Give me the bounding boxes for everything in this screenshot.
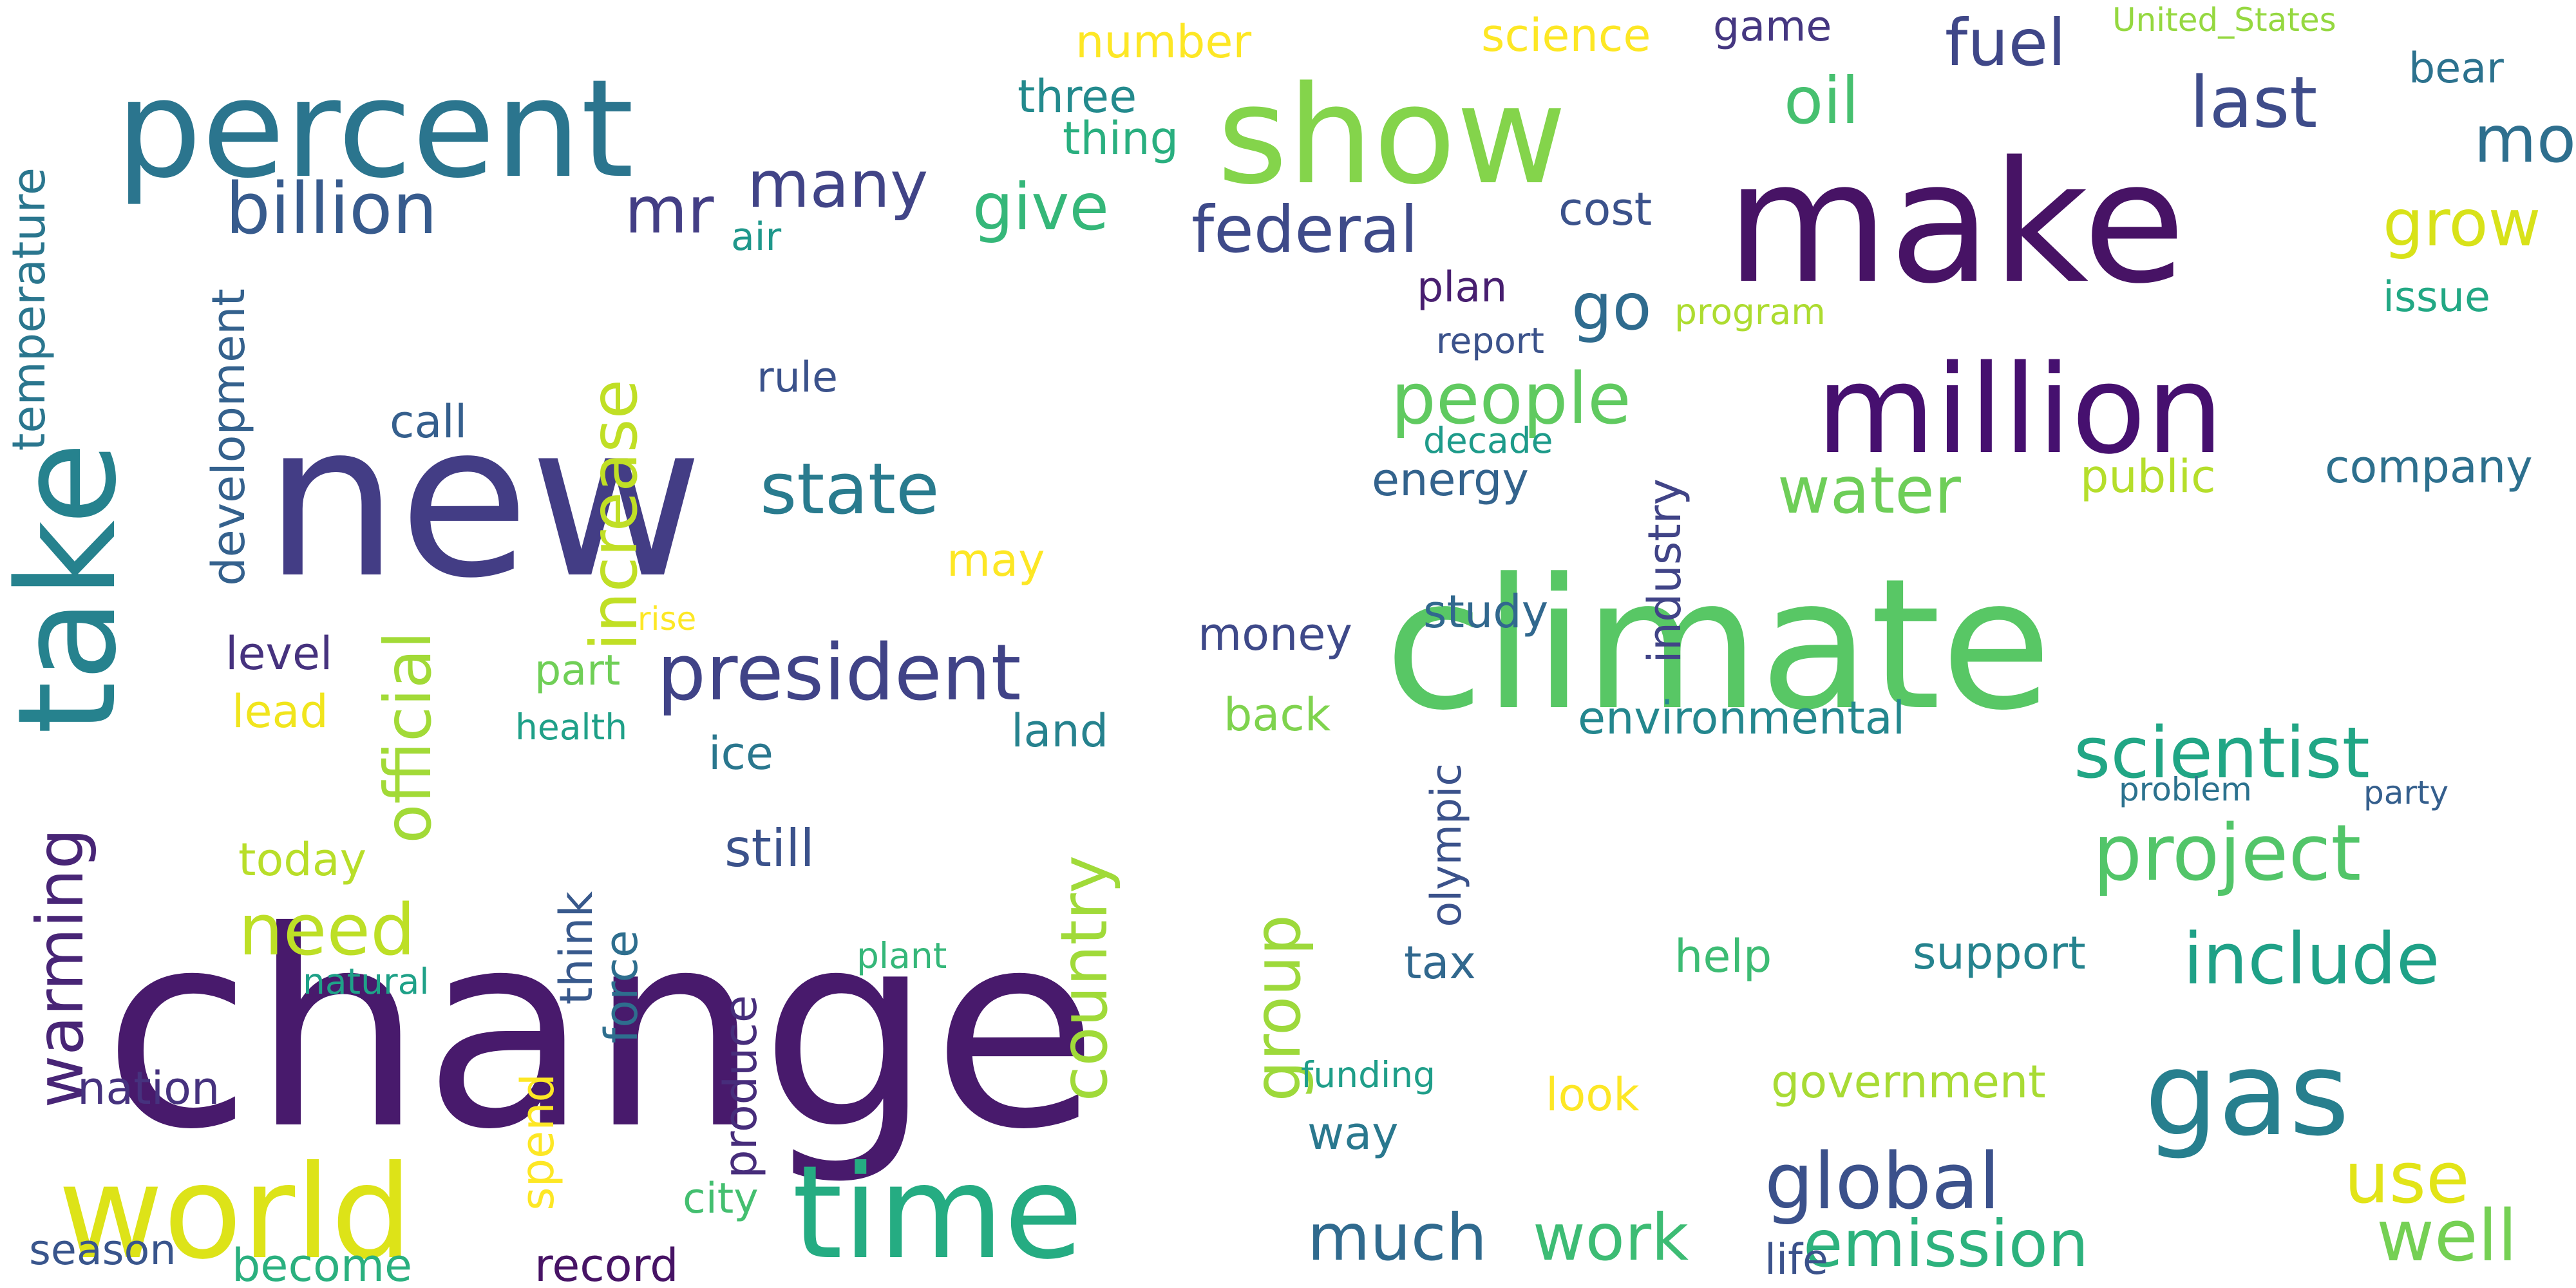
word-emission: emission: [1803, 1206, 2089, 1282]
word-still: still: [724, 818, 815, 878]
word-funding: funding: [1301, 1054, 1436, 1096]
word-new: new: [264, 377, 704, 625]
word-state: state: [760, 448, 940, 531]
word-country: country: [1046, 855, 1122, 1101]
word-official: official: [370, 631, 446, 844]
word-company: company: [2325, 440, 2533, 494]
word-level: level: [225, 627, 333, 681]
word-call: call: [390, 395, 468, 449]
word-take: take: [0, 441, 146, 734]
word-rise: rise: [638, 600, 697, 638]
word-percent: percent: [116, 50, 634, 209]
word-global: global: [1765, 1137, 2000, 1227]
word-problem: problem: [2119, 771, 2252, 808]
word-much: much: [1307, 1200, 1488, 1275]
word-development: development: [202, 289, 255, 586]
word-mr: mr: [625, 173, 714, 248]
word-group: group: [1240, 914, 1315, 1101]
word-ice: ice: [708, 727, 774, 781]
word-today: today: [238, 833, 367, 887]
word-life: life: [1765, 1236, 1828, 1285]
word-study: study: [1423, 585, 1549, 639]
word-world: world: [58, 1138, 413, 1288]
word-use: use: [2344, 1137, 2470, 1220]
word-federal: federal: [1191, 192, 1418, 267]
word-back: back: [1224, 688, 1331, 742]
word-mo: mo: [2474, 102, 2576, 177]
word-olympic: olympic: [1423, 763, 1472, 927]
word-look: look: [1546, 1068, 1640, 1122]
word-tax: tax: [1404, 936, 1476, 990]
word-spend: spend: [511, 1074, 564, 1211]
word-cost: cost: [1558, 183, 1653, 236]
word-natural: natural: [303, 961, 430, 1003]
word-fuel: fuel: [1945, 5, 2066, 80]
word-program: program: [1674, 291, 1826, 333]
word-work: work: [1533, 1200, 1689, 1275]
word-million: million: [1816, 338, 2224, 481]
word-help: help: [1674, 930, 1772, 983]
word-gas: gas: [2145, 1027, 2350, 1162]
word-money: money: [1198, 608, 1352, 661]
word-need: need: [238, 889, 415, 972]
word-party: party: [2363, 774, 2449, 811]
word-nation: nation: [77, 1062, 220, 1115]
word-plant: plant: [857, 935, 947, 977]
word-health: health: [515, 706, 628, 748]
word-air: air: [731, 214, 782, 260]
word-bear: bear: [2409, 44, 2504, 93]
word-way: way: [1307, 1107, 1399, 1160]
word-climate: climate: [1385, 540, 2052, 750]
word-produce: produce: [714, 995, 767, 1179]
word-industry: industry: [1638, 478, 1691, 663]
word-united-states: United_States: [2112, 1, 2336, 39]
word-project: project: [2093, 809, 2362, 899]
word-season: season: [29, 1226, 176, 1275]
word-city: city: [683, 1175, 759, 1224]
word-many: many: [747, 147, 929, 222]
word-people: people: [1391, 357, 1631, 440]
word-oil: oil: [1784, 63, 1859, 138]
word-number: number: [1075, 15, 1252, 69]
word-three: three: [1018, 70, 1137, 124]
word-include: include: [2183, 918, 2440, 1001]
word-president: president: [657, 629, 1021, 719]
word-thing: thing: [1063, 112, 1179, 166]
word-issue: issue: [2383, 273, 2490, 322]
word-force: force: [594, 929, 648, 1043]
word-science: science: [1481, 9, 1651, 62]
word-government: government: [1771, 1056, 2046, 1109]
word-support: support: [1913, 927, 2086, 980]
word-increase: increase: [576, 379, 652, 650]
word-billion: billion: [225, 167, 438, 251]
word-decade: decade: [1423, 420, 1553, 462]
word-scientist: scientist: [2074, 712, 2370, 795]
word-lead: lead: [232, 685, 328, 739]
word-show: show: [1217, 57, 1567, 215]
word-rule: rule: [757, 354, 838, 402]
word-well: well: [2376, 1195, 2517, 1278]
word-public: public: [2080, 450, 2216, 504]
word-go: go: [1571, 269, 1652, 345]
word-grow: grow: [2383, 185, 2541, 261]
word-report: report: [1436, 320, 1544, 362]
word-think: think: [549, 891, 603, 1005]
word-time: time: [792, 1138, 1083, 1288]
word-record: record: [535, 1239, 679, 1288]
word-plan: plan: [1417, 263, 1508, 312]
word-last: last: [2190, 61, 2318, 144]
word-temperature: temperature: [2, 167, 55, 451]
word-energy: energy: [1372, 453, 1529, 507]
word-environmental: environmental: [1578, 692, 1906, 745]
word-change: change: [103, 874, 1099, 1189]
word-make: make: [1726, 126, 2186, 321]
word-part: part: [535, 647, 621, 696]
word-land: land: [1011, 705, 1109, 758]
word-game: game: [1713, 3, 1832, 52]
word-may: may: [947, 534, 1045, 587]
word-give: give: [972, 169, 1109, 245]
word-water: water: [1777, 453, 1961, 528]
word-become: become: [232, 1239, 413, 1288]
